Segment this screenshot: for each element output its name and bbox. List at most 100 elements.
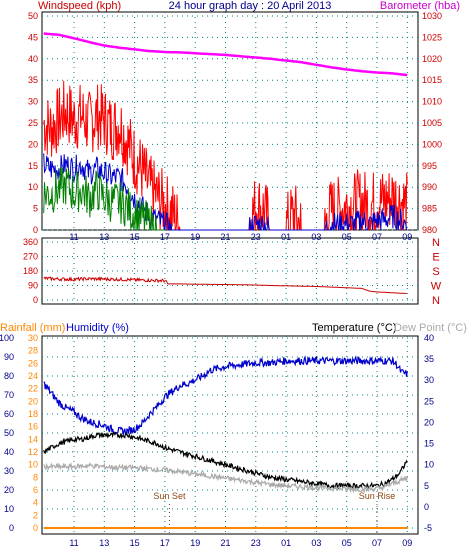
wind-tick-label: 5: [33, 204, 38, 214]
humidity-tick-label: 80: [4, 371, 14, 381]
x-tick-label: 03: [311, 538, 321, 548]
wind-tick-label: 25: [28, 118, 38, 128]
direction-tick-label: 270: [23, 252, 38, 262]
wind-tick-label: 40: [28, 54, 38, 64]
humidity-tick-label: 70: [4, 390, 14, 400]
humidity-label: Humidity (%): [66, 322, 129, 334]
x-tick-label: 17: [160, 232, 170, 242]
baro-tick-label: 1005: [422, 118, 442, 128]
wind-tick-label: 10: [28, 182, 38, 192]
rain-tick-label: 12: [28, 447, 38, 457]
wind-tick-label: 30: [28, 97, 38, 107]
humidity-tick-label: 40: [4, 447, 14, 457]
baro-tick-label: 990: [422, 182, 437, 192]
x-tick-label: 05: [342, 538, 352, 548]
temp-tick-label: 25: [424, 396, 434, 406]
x-tick-label: 09: [402, 538, 412, 548]
temp-tick-label: -5: [424, 523, 432, 533]
temp-tick-label: 30: [424, 375, 434, 385]
direction-tick-label: 180: [23, 266, 38, 276]
x-tick-label: 07: [372, 538, 382, 548]
rain-tick-label: 24: [28, 371, 38, 381]
rain-tick-label: 2: [33, 510, 38, 520]
x-tick-label: 19: [190, 232, 200, 242]
average-series: [43, 153, 407, 231]
humidity-tick-label: 0: [9, 523, 14, 533]
windspeed-header: Windspeed (kph): [38, 0, 121, 12]
humidity-series: [43, 355, 408, 436]
temp-tick-label: 15: [424, 439, 434, 449]
x-tick-label: 01: [281, 538, 291, 548]
x-tick-label: 05: [342, 232, 352, 242]
wind-tick-label: 20: [28, 139, 38, 149]
rain-tick-label: 10: [28, 460, 38, 470]
rain-tick-label: 28: [28, 346, 38, 356]
compass-label: W: [431, 281, 442, 293]
rain-tick-label: 6: [33, 485, 38, 495]
temp-tick-label: 0: [424, 502, 429, 512]
x-tick-label: 03: [311, 232, 321, 242]
compass-label: S: [432, 266, 439, 278]
compass-label: E: [432, 252, 439, 264]
barometer-line: [43, 32, 408, 77]
baro-tick-label: 995: [422, 161, 437, 171]
humidity-tick-label: 50: [4, 428, 14, 438]
rain-tick-label: 16: [28, 422, 38, 432]
direction-tick-label: 360: [23, 237, 38, 247]
barometer-header: Barometer (hba): [380, 0, 460, 12]
rain-tick-label: 8: [33, 472, 38, 482]
wind-tick-label: 0: [33, 225, 38, 235]
baro-tick-label: 980: [422, 225, 437, 235]
rain-tick-label: 14: [28, 434, 38, 444]
x-tick-label: 15: [130, 232, 140, 242]
temp-tick-label: 35: [424, 354, 434, 364]
x-tick-label: 23: [251, 538, 261, 548]
temp-panel: [41, 335, 419, 535]
humidity-tick-label: 90: [4, 352, 14, 362]
rain-tick-label: 30: [28, 333, 38, 343]
sun-annotation: Sun Rise: [359, 491, 396, 501]
baro-tick-label: 1010: [422, 97, 442, 107]
rainfall-label: Rainfall (mm): [0, 322, 65, 334]
x-tick-label: 13: [99, 538, 109, 548]
compass-label: N: [432, 295, 440, 307]
wind_green-series: [43, 166, 165, 231]
rain-tick-label: 18: [28, 409, 38, 419]
grid-lines: [42, 12, 418, 534]
axis-labels: 1111131315151717191921212323010103030505…: [0, 11, 442, 548]
humidity-tick-label: 30: [4, 466, 14, 476]
baro-tick-label: 985: [422, 204, 437, 214]
x-tick-label: 01: [281, 232, 291, 242]
temperature-series: [43, 431, 408, 490]
temp-tick-label: 20: [424, 417, 434, 427]
temperature-label: Temperature (°C): [312, 322, 396, 334]
humidity-tick-label: 20: [4, 485, 14, 495]
rain-tick-label: 22: [28, 384, 38, 394]
wind-tick-label: 15: [28, 161, 38, 171]
direction-panel: [41, 237, 419, 305]
rain-tick-label: 0: [33, 523, 38, 533]
x-tick-label: 11: [69, 538, 78, 548]
temp-tick-label: 40: [424, 333, 434, 343]
baro-tick-label: 1000: [422, 139, 442, 149]
compass-label: N: [432, 237, 440, 249]
direction-series: [43, 276, 407, 294]
baro-tick-label: 1025: [422, 32, 442, 42]
x-tick-label: 21: [220, 232, 230, 242]
humidity-tick-label: 60: [4, 409, 14, 419]
x-tick-label: 21: [220, 538, 230, 548]
x-tick-label: 17: [160, 538, 170, 548]
x-tick-label: 09: [402, 232, 412, 242]
rain-tick-label: 26: [28, 358, 38, 368]
temp-tick-label: 10: [424, 460, 434, 470]
wind-tick-label: 35: [28, 75, 38, 85]
rain-tick-label: 20: [28, 396, 38, 406]
x-tick-label: 15: [130, 538, 140, 548]
temp-tick-label: 5: [424, 481, 429, 491]
x-tick-label: 07: [372, 232, 382, 242]
dewpoint-label: Dew Point (°C): [394, 322, 467, 334]
wind-tick-label: 45: [28, 32, 38, 42]
direction-tick-label: 0: [33, 295, 38, 305]
rain-tick-label: 4: [33, 498, 38, 508]
